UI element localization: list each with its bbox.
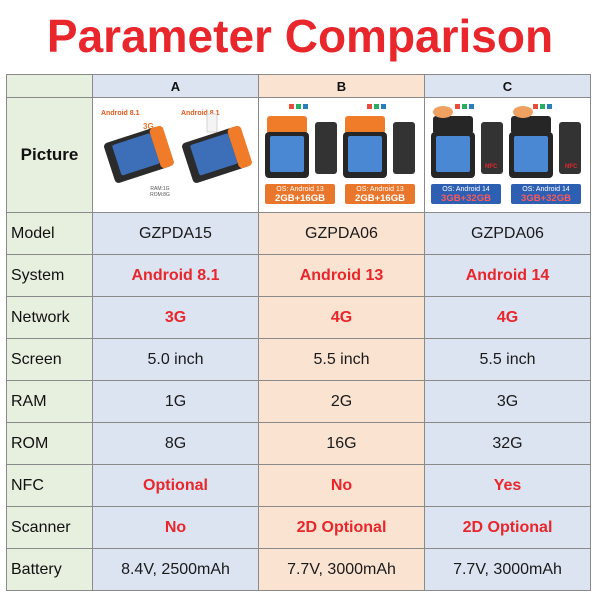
cell-value: 4G	[424, 296, 591, 339]
cell-value: 1G	[92, 380, 259, 423]
cell-value: Yes	[424, 464, 591, 507]
cell-value: 3G	[424, 380, 591, 423]
picture-c-nfc-left: NFC	[485, 164, 498, 170]
cell-value: GZPDA15	[92, 212, 259, 255]
picture-a-specs: RAM:1G ROM:8G	[150, 186, 170, 198]
row-label: Battery	[6, 548, 93, 591]
picture-b-badge-right-mem: 2GB+16GB	[355, 193, 405, 204]
row-label: Screen	[6, 338, 93, 381]
cell-value: Optional	[92, 464, 259, 507]
cell-value: 8G	[92, 422, 259, 465]
table-row: Scanner No 2D Optional 2D Optional	[6, 506, 591, 549]
picture-a-network: 3G	[143, 122, 154, 131]
row-label-picture: Picture	[6, 97, 93, 213]
cell-value: Android 14	[424, 254, 591, 297]
cell-value: 4G	[258, 296, 425, 339]
picture-b-badge-left: OS: Android 13 2GB+16GB	[265, 184, 335, 204]
row-label: Scanner	[6, 506, 93, 549]
cell-value: No	[92, 506, 259, 549]
cell-value: GZPDA06	[424, 212, 591, 255]
picture-c: NFC NFC OS: Android 14 3GB+32GB OS: Andr…	[424, 97, 591, 213]
picture-b-badge-right: OS: Android 13 2GB+16GB	[345, 184, 415, 204]
column-header-a: A	[92, 74, 259, 98]
comparison-table: A B C Picture Android 8.1 Android 8.1 3G	[6, 74, 591, 591]
picture-c-badge-right: OS: Android 14 3GB+32GB	[511, 184, 581, 204]
column-header-c: C	[424, 74, 591, 98]
cell-value: Android 8.1	[92, 254, 259, 297]
picture-c-badge-left: OS: Android 14 3GB+32GB	[431, 184, 501, 204]
cell-value: 7.7V, 3000mAh	[424, 548, 591, 591]
table-row: Model GZPDA15 GZPDA06 GZPDA06	[6, 212, 591, 255]
cell-value: GZPDA06	[258, 212, 425, 255]
row-label: Model	[6, 212, 93, 255]
picture-b: OS: Android 13 2GB+16GB OS: Android 13 2…	[258, 97, 425, 213]
page-title: Parameter Comparison	[46, 10, 554, 62]
picture-c-badge-right-mem: 3GB+32GB	[521, 193, 571, 204]
cell-value: 5.0 inch	[92, 338, 259, 381]
picture-a-left-os: Android 8.1	[101, 110, 140, 117]
table-row: NFC Optional No Yes	[6, 464, 591, 507]
picture-a-right-os: Android 8.1	[181, 110, 220, 117]
picture-row: Picture Android 8.1 Android 8.1 3G	[6, 97, 591, 213]
row-label: RAM	[6, 380, 93, 423]
table-row: Screen 5.0 inch 5.5 inch 5.5 inch	[6, 338, 591, 381]
cell-value: 3G	[92, 296, 259, 339]
picture-c-badge-right-os: OS: Android 14	[522, 186, 570, 193]
cell-value: 7.7V, 3000mAh	[258, 548, 425, 591]
cell-value: 5.5 inch	[424, 338, 591, 381]
picture-b-badge-left-os: OS: Android 13	[276, 186, 324, 193]
cell-value: Android 13	[258, 254, 425, 297]
row-label: Network	[6, 296, 93, 339]
picture-c-badge-left-os: OS: Android 14	[442, 186, 490, 193]
header-row: A B C	[6, 74, 591, 98]
picture-a: Android 8.1 Android 8.1 3G	[92, 97, 259, 213]
table-row: System Android 8.1 Android 13 Android 14	[6, 254, 591, 297]
cell-value: 8.4V, 2500mAh	[92, 548, 259, 591]
pos-device-c-illustration	[431, 104, 581, 178]
header-corner	[6, 74, 93, 98]
table-row: Network 3G 4G 4G	[6, 296, 591, 339]
picture-b-badge-right-os: OS: Android 13	[356, 186, 404, 193]
picture-c-badge-left-mem: 3GB+32GB	[441, 193, 491, 204]
cell-value: 5.5 inch	[258, 338, 425, 381]
row-label: System	[6, 254, 93, 297]
picture-c-nfc-right: NFC	[565, 164, 578, 170]
cell-value: 2D Optional	[424, 506, 591, 549]
table-row: ROM 8G 16G 32G	[6, 422, 591, 465]
cell-value: 32G	[424, 422, 591, 465]
row-label: NFC	[6, 464, 93, 507]
row-label: ROM	[6, 422, 93, 465]
cell-value: 2G	[258, 380, 425, 423]
column-header-b: B	[258, 74, 425, 98]
pos-device-a-illustration	[104, 113, 252, 183]
picture-b-badge-left-mem: 2GB+16GB	[275, 193, 325, 204]
cell-value: 2D Optional	[258, 506, 425, 549]
cell-value: No	[258, 464, 425, 507]
pos-device-b-illustration	[265, 104, 415, 178]
cell-value: 16G	[258, 422, 425, 465]
table-row: Battery 8.4V, 2500mAh 7.7V, 3000mAh 7.7V…	[6, 548, 591, 591]
table-row: RAM 1G 2G 3G	[6, 380, 591, 423]
